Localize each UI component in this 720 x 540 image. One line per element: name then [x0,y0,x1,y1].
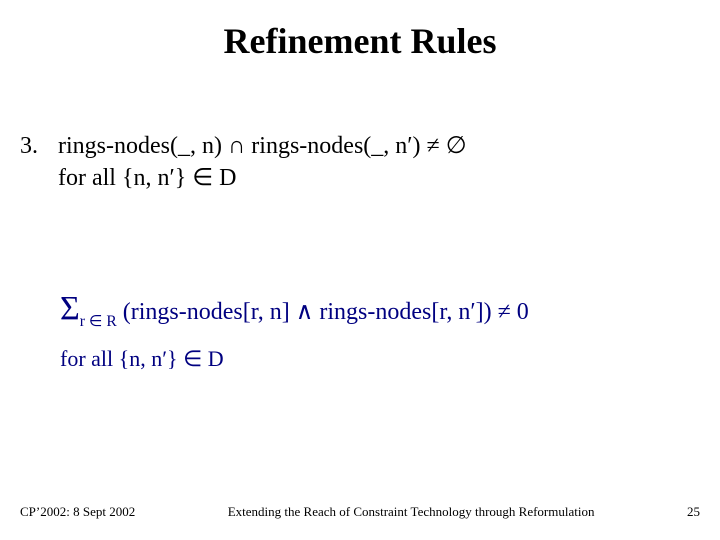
sigma-subscript: r ∈ R [80,313,117,330]
footer-left: CP’2002: 8 Sept 2002 [20,504,135,520]
rule-text: rings-nodes(_, n) ∩ rings-nodes(_, n′) ≠… [58,130,467,195]
sigma-symbol: Σ [60,290,80,327]
footer-page-number: 25 [687,504,700,520]
slide: Refinement Rules 3. rings-nodes(_, n) ∩ … [0,0,720,540]
summation-body: (rings-nodes[r, n] ∧ rings-nodes[r, n′])… [117,299,529,325]
rule-number: 3. [20,130,52,162]
footer: CP’2002: 8 Sept 2002 Extending the Reach… [20,504,700,520]
summation-forall: for all {n, n′} ∈ D [60,346,529,372]
footer-center: Extending the Reach of Constraint Techno… [135,504,687,520]
rule-line1: rings-nodes(_, n) ∩ rings-nodes(_, n′) ≠… [58,133,467,159]
rule-line2: for all {n, n′} ∈ D [58,165,237,191]
rule-block: 3. rings-nodes(_, n) ∩ rings-nodes(_, n′… [20,130,467,195]
summation-block: Σr ∈ R (rings-nodes[r, n] ∧ rings-nodes[… [60,290,529,372]
slide-title: Refinement Rules [0,20,720,62]
summation-line: Σr ∈ R (rings-nodes[r, n] ∧ rings-nodes[… [60,290,529,328]
